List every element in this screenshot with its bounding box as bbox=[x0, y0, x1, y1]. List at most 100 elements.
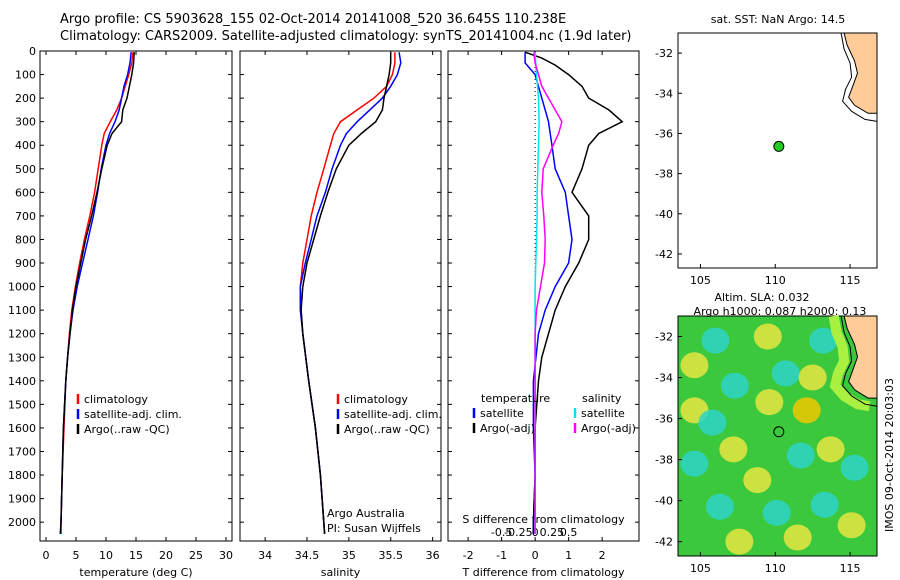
sal-profile-xtick-label: 34 bbox=[258, 549, 272, 562]
s-diff-tick-label: 0.5 bbox=[560, 526, 578, 539]
temp-profile-xtick-label: 5 bbox=[73, 549, 80, 562]
temp-profile-xtick-label: 0 bbox=[43, 549, 50, 562]
diff-profile-series-temperature-satellite bbox=[524, 52, 573, 534]
sst-map-xtick-label: 105 bbox=[690, 274, 711, 287]
depth-tick-label: 1100 bbox=[8, 304, 36, 317]
sst-map-xtick-label: 110 bbox=[765, 274, 786, 287]
sal-profile-legend-entry: Argo(..raw -QC) bbox=[344, 423, 430, 436]
sla-anomaly-blob bbox=[753, 323, 782, 350]
sst-map-ytick-label: -40 bbox=[655, 208, 673, 221]
diff-profile-xtick-label: 0 bbox=[532, 549, 539, 562]
sla-map-ytick-label: -40 bbox=[655, 495, 673, 508]
depth-tick-label: 1800 bbox=[8, 469, 36, 482]
sst-map-ytick-label: -42 bbox=[655, 248, 673, 261]
institution-annotation: Argo Australia bbox=[327, 507, 405, 520]
sal-profile-xtick-label: 35 bbox=[342, 549, 356, 562]
diff-profile-xtick-label: 2 bbox=[599, 549, 606, 562]
temp-profile-legend-entry: Argo(..raw -QC) bbox=[84, 423, 170, 436]
temp-profile-xtick-label: 25 bbox=[189, 549, 203, 562]
depth-tick-label: 0 bbox=[29, 45, 36, 58]
temp-profile-frame bbox=[39, 50, 233, 542]
sla-map-ytick-label: -42 bbox=[655, 536, 673, 549]
sal-profile-frame bbox=[239, 50, 442, 542]
sla-anomaly-blob bbox=[701, 327, 730, 354]
sla-anomaly-blob bbox=[762, 499, 791, 526]
profile-title: Argo profile: CS 5903628_155 02-Oct-2014… bbox=[60, 12, 567, 27]
sst-map-ytick-label: -32 bbox=[655, 47, 673, 60]
depth-tick-label: 100 bbox=[15, 69, 36, 82]
sla-field bbox=[680, 323, 869, 555]
sst-map-land bbox=[843, 32, 878, 114]
diff-profile-xlabel: T difference from climatology bbox=[462, 566, 625, 579]
depth-tick-label: 2000 bbox=[8, 516, 36, 529]
depth-tick-label: 200 bbox=[15, 92, 36, 105]
sst-map-isobath bbox=[840, 32, 878, 122]
sla-map-xtick-label: 115 bbox=[840, 562, 861, 575]
sal-profile-legend-entry: climatology bbox=[344, 393, 408, 406]
sla-anomaly-blob bbox=[725, 528, 754, 555]
s-diff-tick-label: -0.25 bbox=[504, 526, 532, 539]
temp-profile-xtick-label: 15 bbox=[129, 549, 143, 562]
salinity-legend-title: salinity bbox=[582, 392, 622, 405]
temp-profile-xlabel: temperature (deg C) bbox=[79, 566, 192, 579]
sla-anomaly-blob bbox=[783, 524, 812, 551]
shelf-band bbox=[828, 315, 871, 412]
climatology-title: Climatology: CARS2009. Satellite-adjuste… bbox=[60, 29, 632, 44]
sst-map-xtick-label: 115 bbox=[840, 274, 861, 287]
sla-map-xtick-label: 105 bbox=[690, 562, 711, 575]
sla-anomaly-blob bbox=[680, 352, 709, 379]
sla-map-title: Altim. SLA: 0.032 bbox=[714, 291, 809, 304]
pi-annotation: PI: Susan Wijffels bbox=[327, 522, 421, 535]
diff-profile-xtick-label: -1 bbox=[496, 549, 507, 562]
depth-tick-label: 1900 bbox=[8, 493, 36, 506]
diff-profile-frame bbox=[447, 50, 640, 542]
sst-map-ytick-label: -34 bbox=[655, 87, 673, 100]
temp-profile-xtick-label: 10 bbox=[99, 549, 113, 562]
depth-tick-label: 1500 bbox=[8, 398, 36, 411]
sla-map-ytick-label: -32 bbox=[655, 331, 673, 344]
diff-profile-series-temperature-argo-adj- bbox=[524, 51, 624, 534]
sla-anomaly-blob bbox=[698, 409, 727, 436]
sla-anomaly-blob bbox=[680, 450, 709, 477]
sal-profile-series-argo-raw-qc- bbox=[300, 52, 392, 534]
sal-profile-legend-entry: satellite-adj. clim. bbox=[344, 408, 442, 421]
sal-profile-xlabel: salinity bbox=[321, 566, 361, 579]
diff-temperature-legend-entry: satellite bbox=[480, 407, 524, 420]
depth-tick-label: 300 bbox=[15, 116, 36, 129]
diff-profile-series-salinity-argo-adj- bbox=[533, 52, 563, 534]
diff-salinity-legend-entry: Argo(-adj) bbox=[581, 422, 636, 435]
depth-tick-label: 1200 bbox=[8, 328, 36, 341]
imos-timestamp: IMOS 09-Oct-2014 20:03:03 bbox=[883, 378, 896, 532]
temperature-legend-title: temperature bbox=[481, 392, 550, 405]
depth-tick-label: 1400 bbox=[8, 375, 36, 388]
depth-tick-label: 1300 bbox=[8, 351, 36, 364]
sla-map-land bbox=[843, 315, 878, 399]
depth-tick-label: 800 bbox=[15, 233, 36, 246]
sst-map-ytick-label: -36 bbox=[655, 127, 673, 140]
diff-temperature-legend-entry: Argo(-adj) bbox=[480, 422, 535, 435]
sla-map-ytick-label: -34 bbox=[655, 372, 673, 385]
depth-tick-label: 600 bbox=[15, 186, 36, 199]
sal-profile-xtick-label: 35.5 bbox=[379, 549, 404, 562]
sst-map-title: sat. SST: NaN Argo: 14.5 bbox=[711, 13, 845, 26]
sla-anomaly-blob bbox=[720, 372, 749, 399]
sla-map-isobath bbox=[840, 315, 878, 407]
depth-tick-label: 500 bbox=[15, 163, 36, 176]
sla-anomaly-blob bbox=[816, 436, 845, 463]
sst-map-float-marker bbox=[773, 140, 785, 152]
depth-tick-label: 700 bbox=[15, 210, 36, 223]
temp-profile-series-argo-raw-qc- bbox=[59, 52, 135, 534]
sla-anomaly-blob bbox=[809, 327, 838, 354]
temp-profile-xtick-label: 20 bbox=[159, 549, 173, 562]
sla-anomaly-blob bbox=[837, 512, 866, 539]
depth-tick-label: 900 bbox=[15, 257, 36, 270]
temp-profile-legend-entry: satellite-adj. clim. bbox=[84, 408, 182, 421]
diff-salinity-legend-entry: satellite bbox=[581, 407, 625, 420]
depth-tick-label: 1600 bbox=[8, 422, 36, 435]
depth-tick-label: 400 bbox=[15, 139, 36, 152]
sst-map-ytick-label: -38 bbox=[655, 168, 673, 181]
s-diff-tick-label: -0.5 bbox=[491, 526, 512, 539]
temp-profile-legend-entry: climatology bbox=[84, 393, 148, 406]
depth-tick-label: 1000 bbox=[8, 281, 36, 294]
